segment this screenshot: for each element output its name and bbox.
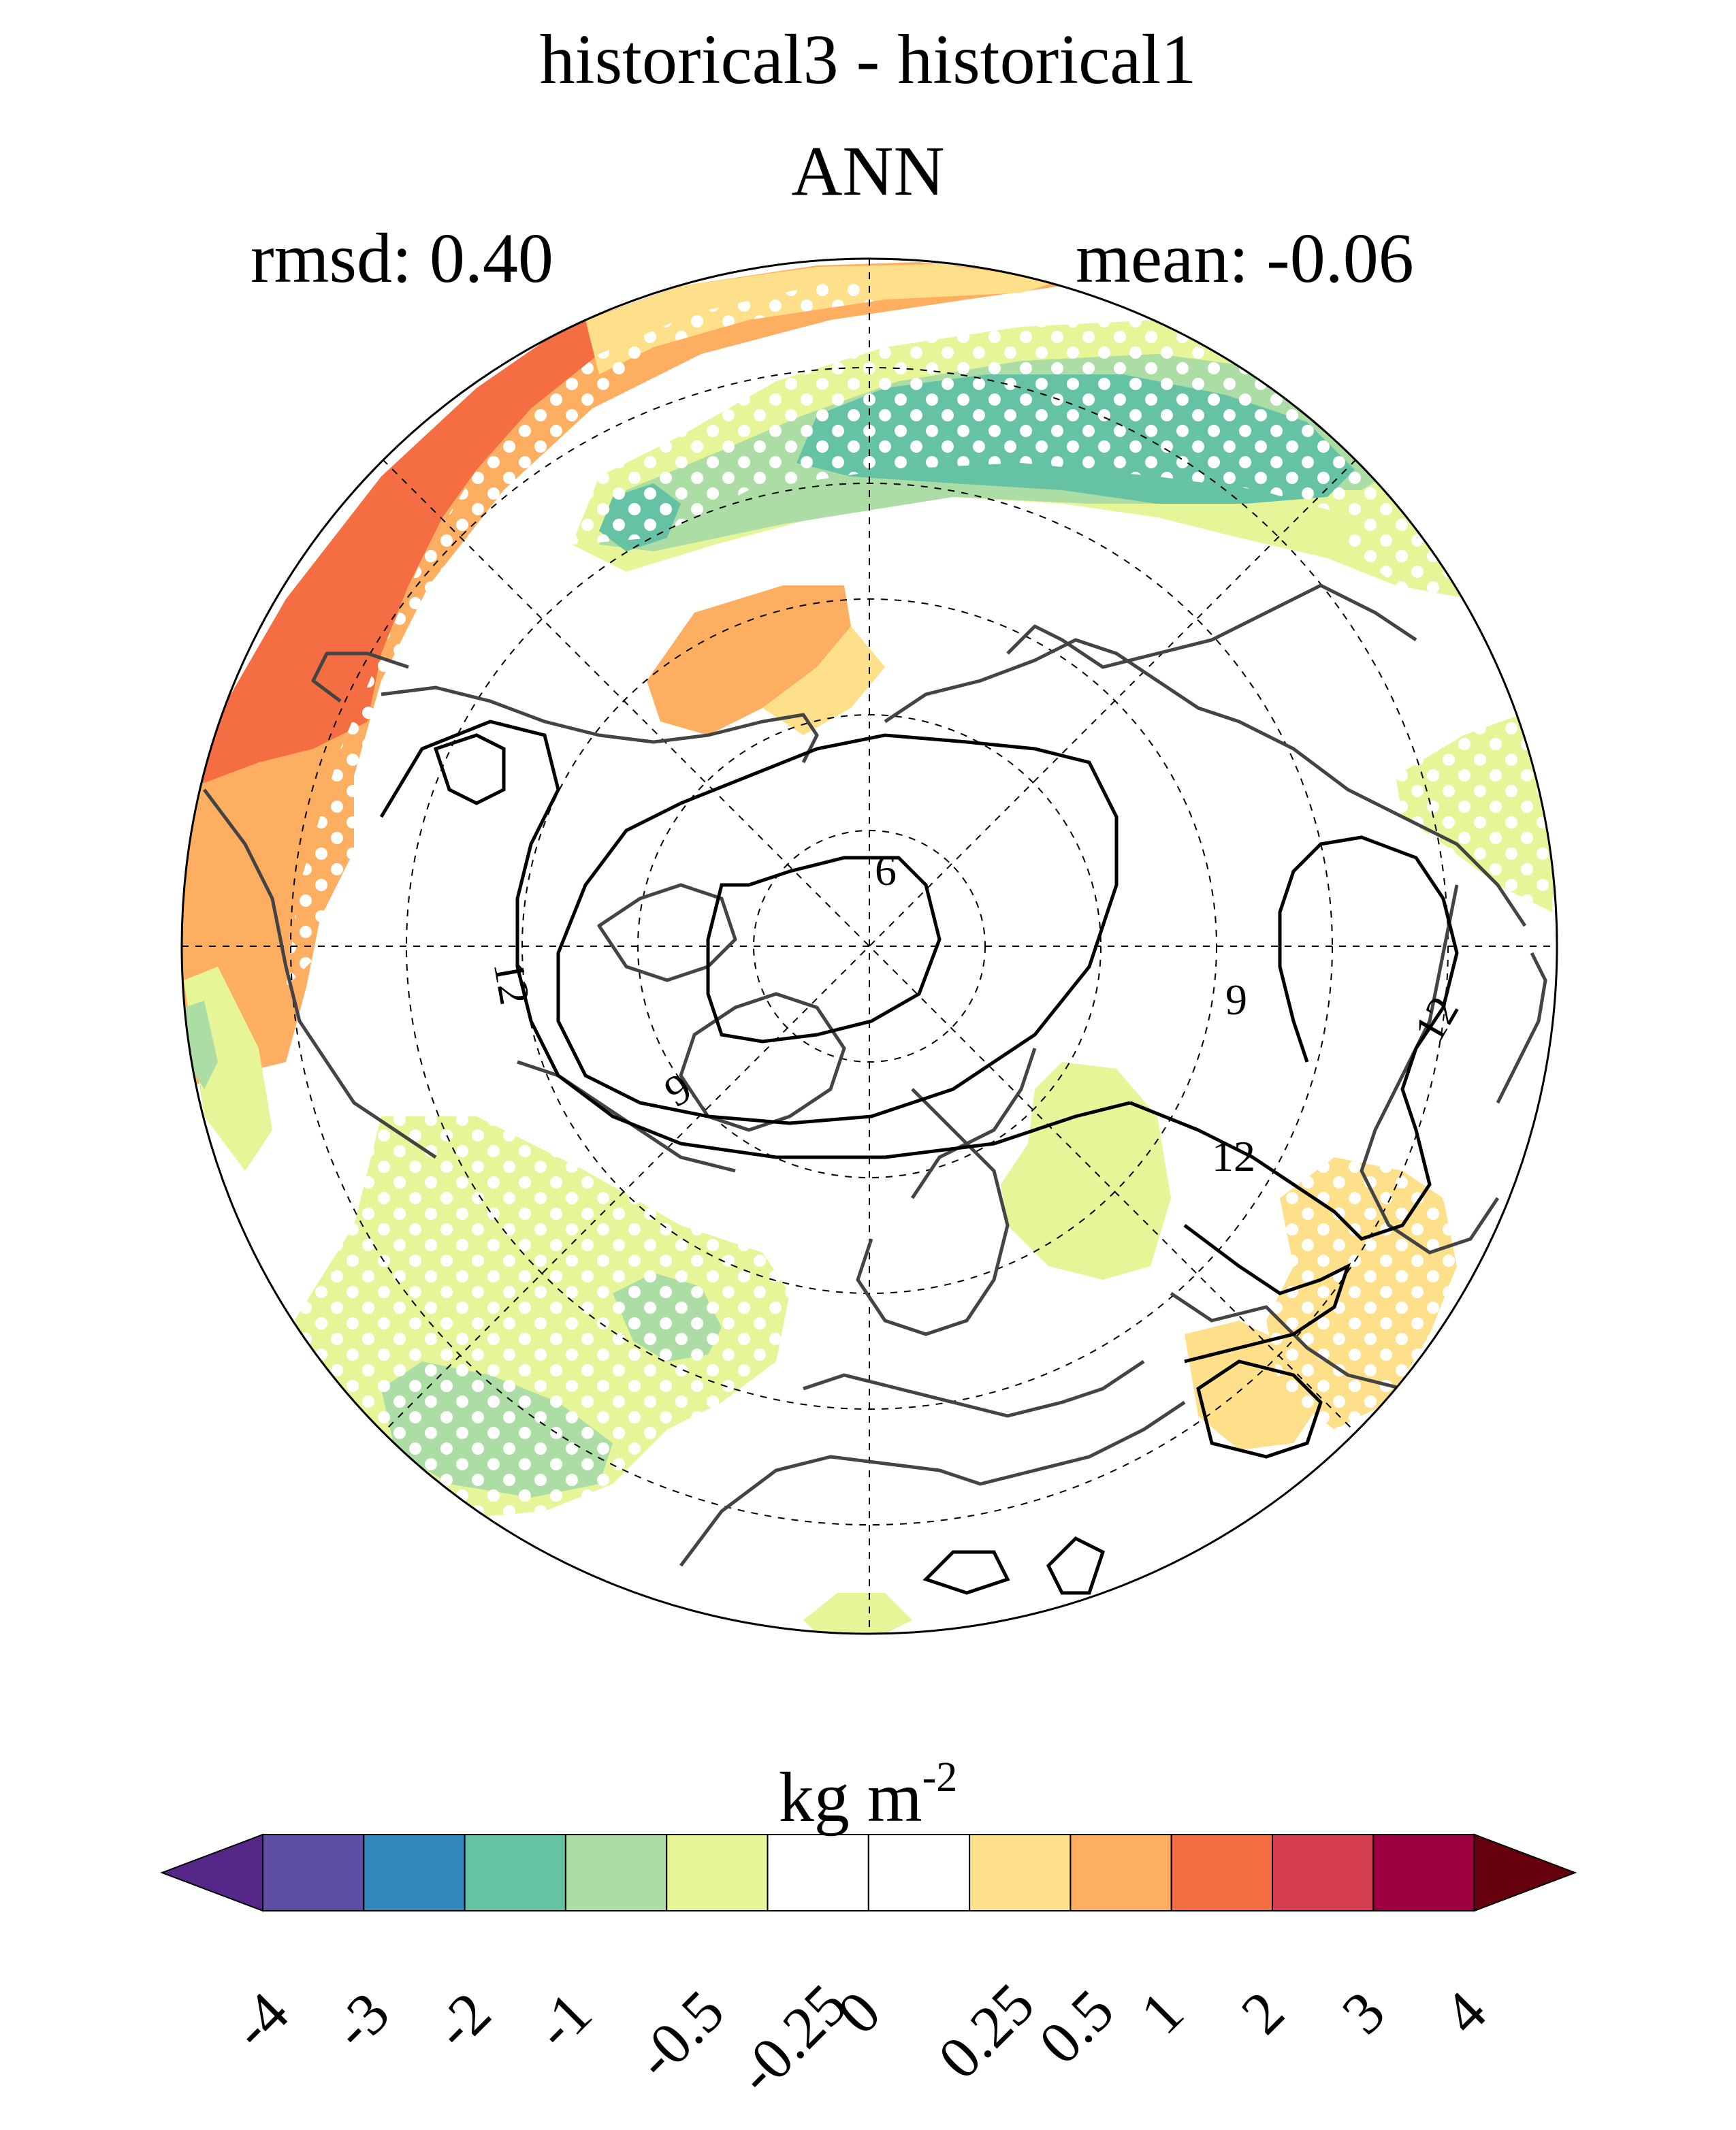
colorbar-box-8 <box>1070 1834 1172 1911</box>
contour-12-asia <box>1183 1224 1351 1363</box>
stipple-atlantic <box>286 1116 790 1518</box>
map-border <box>180 257 1558 1635</box>
coast-scandinavia <box>911 1048 1037 1146</box>
colorbar-over-arrow <box>1473 1833 1577 1912</box>
coast-north-america-arctic <box>381 685 819 764</box>
anomaly-yellow-edge <box>585 264 1062 374</box>
contour-india <box>1196 1359 1323 1459</box>
colorbar-box-2 <box>464 1834 566 1911</box>
coast-africa <box>679 1400 1186 1567</box>
colorbar-box-4 <box>666 1834 769 1911</box>
coast-asia-arctic <box>884 638 1527 927</box>
colorbar-box-9 <box>1170 1834 1273 1911</box>
stipple-east <box>1396 708 1557 912</box>
colorbar-under-arrow <box>160 1833 263 1912</box>
coast-greenland <box>679 992 846 1132</box>
coast-north-america-west <box>203 788 437 1159</box>
contour-label-12-west: 12 <box>484 957 539 1008</box>
coast-north-atlantic <box>517 1060 736 1173</box>
anomaly-orange-bering <box>647 585 851 735</box>
colorbar-box-5 <box>767 1834 869 1911</box>
coast-alaska <box>311 651 409 703</box>
colorbar-box-1 <box>363 1834 466 1911</box>
contour-label-6: 6 <box>875 846 897 894</box>
contour-9 <box>556 733 1119 1125</box>
contour-pacific-south <box>922 1550 1010 1595</box>
colorbar-box-11 <box>1372 1834 1475 1911</box>
colorbar-box-10 <box>1272 1834 1375 1911</box>
anomaly-lightgreen-asia <box>1001 1062 1171 1280</box>
contour-label-12-asia: 12 <box>1212 1132 1255 1180</box>
colorbar <box>160 1833 1577 1912</box>
colorbar-box-7 <box>969 1834 1072 1911</box>
contour-africa-small <box>1046 1536 1106 1595</box>
contour-12-east <box>1129 835 1459 1241</box>
contour-12-canada <box>433 733 506 805</box>
colorbar-units: kg m-2 <box>0 1756 1736 1833</box>
coast-canada-islands <box>597 883 737 982</box>
coast-mediterranean <box>803 1359 1145 1418</box>
anomaly-lightgreen-south <box>803 1593 912 1634</box>
coast-japan <box>1496 952 1547 1104</box>
contour-12-west <box>379 720 1131 1159</box>
contour-label-9: 9 <box>1225 975 1247 1024</box>
anomaly-yellow-bering <box>762 626 885 735</box>
rmsd-stat: rmsd: 0.40 <box>251 219 553 297</box>
units-base: kg m <box>778 1758 922 1837</box>
units-exponent: -2 <box>922 1754 958 1801</box>
colorbar-box-3 <box>564 1834 668 1911</box>
contour-6 <box>706 856 942 1044</box>
colorbar-box-0 <box>262 1834 365 1911</box>
colorbar-box-6 <box>867 1834 971 1911</box>
mean-stat: mean: -0.06 <box>1076 219 1414 297</box>
stipple-pacific-band <box>286 276 885 987</box>
coast-russia-east <box>1006 583 1417 669</box>
anomaly-red-band <box>182 269 858 790</box>
plot-title: historical3 - historical1 <box>539 20 1197 99</box>
coast-asia-pacific <box>1360 884 1500 1255</box>
stipple-seasia <box>1266 1157 1457 1430</box>
plot-subtitle: ANN <box>791 132 945 210</box>
